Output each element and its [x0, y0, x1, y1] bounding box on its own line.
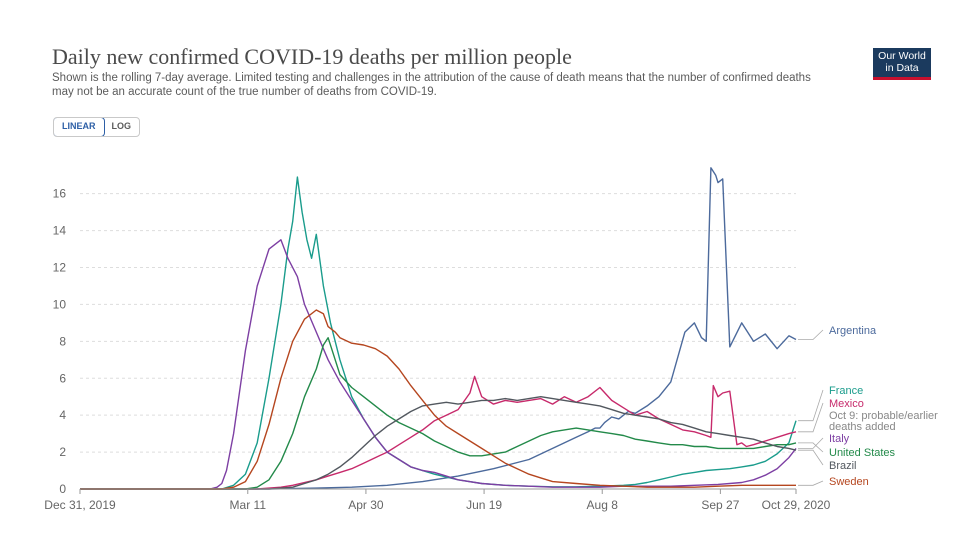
y-tick-label: 8	[59, 334, 66, 348]
y-tick-label: 16	[53, 187, 67, 201]
end-label-brazil: Brazil	[829, 460, 857, 472]
x-tick-label: Sep 27	[701, 498, 739, 512]
y-tick-label: 10	[53, 297, 67, 311]
label-connector	[798, 449, 824, 466]
logo-line-1: Our World	[878, 50, 926, 62]
y-tick-label: 4	[59, 408, 66, 422]
x-tick-label: Mar 11	[230, 498, 267, 512]
y-tick-label: 2	[59, 445, 66, 459]
end-label-united-states: United States	[829, 447, 896, 459]
end-label-france: France	[829, 385, 863, 397]
end-label-mexico: Mexico	[829, 398, 864, 410]
series-line-france[interactable]	[80, 176, 797, 490]
log-scale-button[interactable]: LOG	[111, 121, 132, 131]
linear-scale-button[interactable]: LINEAR	[54, 118, 105, 136]
x-tick-label: Oct 29, 2020	[762, 498, 831, 512]
chart-subtitle: Shown is the rolling 7-day average. Limi…	[52, 72, 811, 98]
label-connector	[798, 389, 824, 422]
y-tick-label: 0	[59, 482, 66, 496]
grid-lines	[80, 193, 796, 453]
series-line-brazil[interactable]	[80, 396, 797, 490]
label-connector	[798, 329, 824, 340]
end-label-sweden: Sweden	[829, 476, 869, 488]
end-label-mexico: Oct 9: probable/earlier	[829, 410, 938, 422]
series-line-argentina[interactable]	[80, 167, 797, 490]
series-line-sweden[interactable]	[80, 309, 796, 490]
chart-title: Daily new confirmed COVID-19 deaths per …	[52, 44, 572, 69]
x-tick-label: Jun 19	[466, 498, 502, 512]
x-tick-label: Aug 8	[587, 498, 619, 512]
scale-toggle: LINEAR LOG	[53, 117, 140, 137]
label-connector	[798, 437, 824, 449]
y-tick-label: 14	[53, 224, 67, 238]
end-label-mexico: deaths added	[829, 421, 896, 433]
label-connector	[798, 480, 824, 486]
axes: 0 2 4 6 8 10 12 14 16 Dec 31, 2019 Mar 11 Apr 30 Jun…	[44, 187, 830, 512]
label-connector	[798, 442, 824, 453]
x-tick-label: Apr 30	[348, 498, 384, 512]
label-connector	[798, 402, 824, 433]
end-label-italy: Italy	[829, 433, 850, 445]
series-line-mexico[interactable]	[80, 375, 797, 490]
series-line-united-states[interactable]	[80, 337, 797, 490]
series-line-italy[interactable]	[80, 239, 797, 490]
end-label-argentina: Argentina	[829, 325, 877, 337]
x-tick-label: Dec 31, 2019	[44, 498, 116, 512]
series-lines	[80, 167, 797, 490]
y-tick-label: 6	[59, 371, 66, 385]
owid-logo[interactable]: Our World in Data	[873, 48, 931, 80]
logo-line-2: in Data	[885, 62, 919, 74]
y-tick-label: 12	[53, 261, 67, 275]
